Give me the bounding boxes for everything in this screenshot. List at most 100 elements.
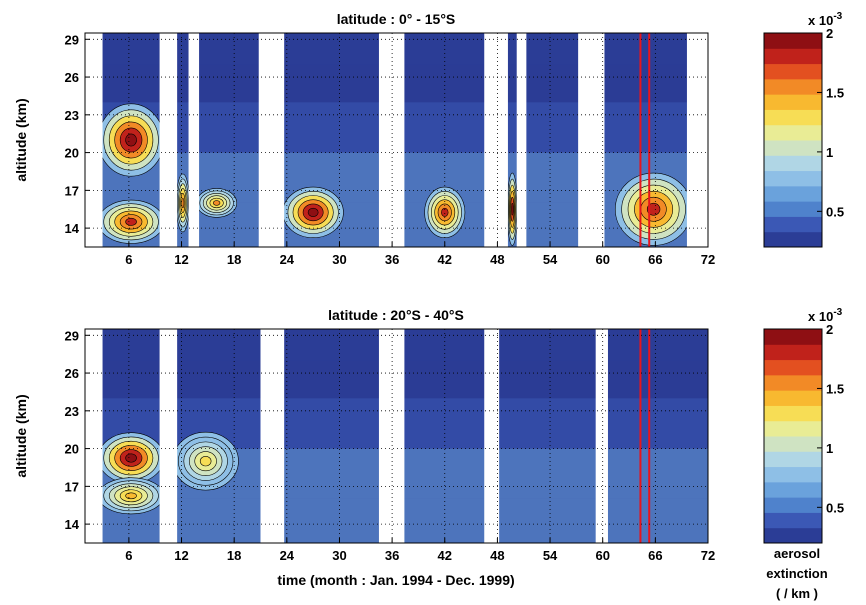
colorbar-frame <box>763 32 823 248</box>
colorbar-segment <box>764 231 822 248</box>
panel-top-frame <box>84 32 709 248</box>
colorbar-tick-label: 2 <box>826 322 833 337</box>
x-tick-label: 12 <box>174 548 188 563</box>
colorbar-segment <box>764 390 822 406</box>
x-tick-label: 18 <box>227 548 241 563</box>
y-tick-label: 29 <box>65 328 79 343</box>
colorbar-segment <box>764 124 822 141</box>
panel-top: latitude : 0° - 15°S 6 12 18 24 30 36 42 48 54 60… <box>13 11 715 267</box>
peak-region <box>199 456 212 467</box>
data-gap <box>484 329 500 543</box>
colorbar-tick-label: 1.5 <box>826 381 844 396</box>
colorbar-segment <box>764 374 822 391</box>
data-gap <box>188 33 200 247</box>
colorbar-tick-label: 0.5 <box>826 204 844 219</box>
y-tick-label: 20 <box>65 442 79 457</box>
data-gap <box>378 329 405 543</box>
x-tick-label: 66 <box>648 252 662 267</box>
colorbar-segment <box>764 109 822 126</box>
x-tick-label: 36 <box>385 252 399 267</box>
y-tick-label: 26 <box>65 70 79 85</box>
x-tick-label: 48 <box>490 548 504 563</box>
peak-region <box>125 492 137 500</box>
data-gap <box>578 33 605 247</box>
colorbar-tick-label: 1 <box>826 145 833 160</box>
data-gap <box>260 329 285 543</box>
x-tick-label: 36 <box>385 548 399 563</box>
colorbar-segment <box>764 329 822 345</box>
y-tick-label: 20 <box>65 146 79 161</box>
colorbar-segment <box>764 497 822 513</box>
x-tick-label: 30 <box>332 252 346 267</box>
data-gap <box>516 33 527 247</box>
colorbar-segment <box>764 451 822 468</box>
peak-region <box>181 197 185 209</box>
x-tick-label: 72 <box>701 548 715 563</box>
y-tick-label: 26 <box>65 366 79 381</box>
colorbar-segment <box>764 155 822 172</box>
x-tick-label: 48 <box>490 252 504 267</box>
peak-region <box>125 453 137 463</box>
panel-bottom-frame <box>84 328 709 544</box>
colorbar-segment <box>764 436 822 452</box>
panel-bottom-plot-area <box>85 329 708 543</box>
colorbar-segment <box>764 185 822 202</box>
x-tick-label: 24 <box>280 252 295 267</box>
peak-region <box>125 217 137 226</box>
y-tick-label: 23 <box>65 404 79 419</box>
x-tick-label: 60 <box>595 548 609 563</box>
x-tick-label: 60 <box>595 252 609 267</box>
data-gap <box>484 33 508 247</box>
y-tick-label: 17 <box>65 479 79 494</box>
colorbar-bottom-multiplier: x 10-3 <box>808 307 843 324</box>
x-tick-label: 6 <box>125 252 132 267</box>
colorbar-label-line-2: extinction <box>766 566 827 581</box>
panel-top-title: latitude : 0° - 15°S <box>337 11 456 27</box>
colorbar-tick-label: 0.5 <box>826 500 844 515</box>
y-tick-label: 14 <box>65 221 80 236</box>
x-tick-label: 12 <box>174 252 188 267</box>
y-tick-label: 23 <box>65 108 79 123</box>
panel-top-plot-area <box>85 33 708 247</box>
peak-region <box>441 207 449 217</box>
no-data-region <box>85 33 103 247</box>
panel-bottom-y-label: altitude (km) <box>13 394 29 477</box>
panel-top-x-ticks: 6 12 18 24 30 36 42 48 54 60 66 72 <box>125 242 715 267</box>
y-tick-label: 29 <box>65 32 79 47</box>
colorbar-segment <box>764 359 822 376</box>
colorbar-segment <box>764 48 822 65</box>
colorbar-segment <box>764 405 822 422</box>
colorbar-tick-label: 2 <box>826 26 833 41</box>
y-tick-label: 17 <box>65 183 79 198</box>
panel-top-y-ticks: 14 17 20 23 26 29 <box>65 32 90 236</box>
colorbar-segment <box>764 94 822 110</box>
colorbar-segment <box>764 527 822 544</box>
data-gap <box>159 329 178 543</box>
x-tick-label: 42 <box>438 252 452 267</box>
panel-bottom-y-ticks: 14 17 20 23 26 29 <box>65 328 90 532</box>
peak-region <box>125 133 137 147</box>
panel-bottom-x-ticks: 6 12 18 24 30 36 42 48 54 60 66 72 <box>125 538 715 563</box>
x-tick-label: 72 <box>701 252 715 267</box>
no-data-region <box>85 329 103 543</box>
colorbar-segment <box>764 63 822 80</box>
colorbar-bottom: x 10-3 0.5 1 1.5 2 <box>763 307 844 544</box>
colorbar-segment <box>764 78 822 95</box>
colorbar-top-multiplier: x 10-3 <box>808 11 843 28</box>
x-tick-label: 6 <box>125 548 132 563</box>
x-tick-label: 54 <box>543 548 558 563</box>
peak-region <box>646 202 661 216</box>
data-gap <box>159 33 178 247</box>
peak-region <box>511 202 514 216</box>
data-gap <box>378 33 405 247</box>
colorbar-label-line-3: ( / km ) <box>776 586 818 601</box>
data-gap <box>686 33 708 247</box>
panel-bottom-title: latitude : 20°S - 40°S <box>328 307 464 323</box>
x-tick-label: 18 <box>227 252 241 267</box>
colorbar-segment <box>764 170 822 187</box>
colorbar-label: aerosol extinction ( / km ) <box>766 546 827 601</box>
colorbar-segment <box>764 420 822 437</box>
peak-region <box>307 207 319 217</box>
x-tick-label: 30 <box>332 548 346 563</box>
